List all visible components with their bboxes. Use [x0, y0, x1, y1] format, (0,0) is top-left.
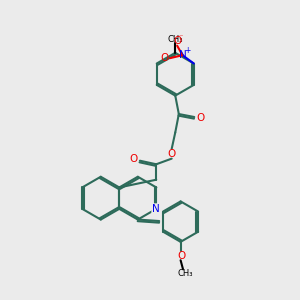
Text: CH₃: CH₃: [177, 269, 193, 278]
Text: O: O: [173, 36, 181, 46]
Text: O: O: [160, 53, 169, 63]
Text: N: N: [178, 50, 186, 60]
Text: ⁻: ⁻: [178, 32, 183, 41]
Text: O: O: [196, 112, 204, 123]
Text: O: O: [177, 251, 185, 261]
Text: O: O: [130, 154, 138, 164]
Text: CH₃: CH₃: [167, 34, 183, 43]
Text: O: O: [168, 149, 176, 159]
Text: +: +: [185, 46, 191, 55]
Text: N: N: [152, 204, 160, 214]
